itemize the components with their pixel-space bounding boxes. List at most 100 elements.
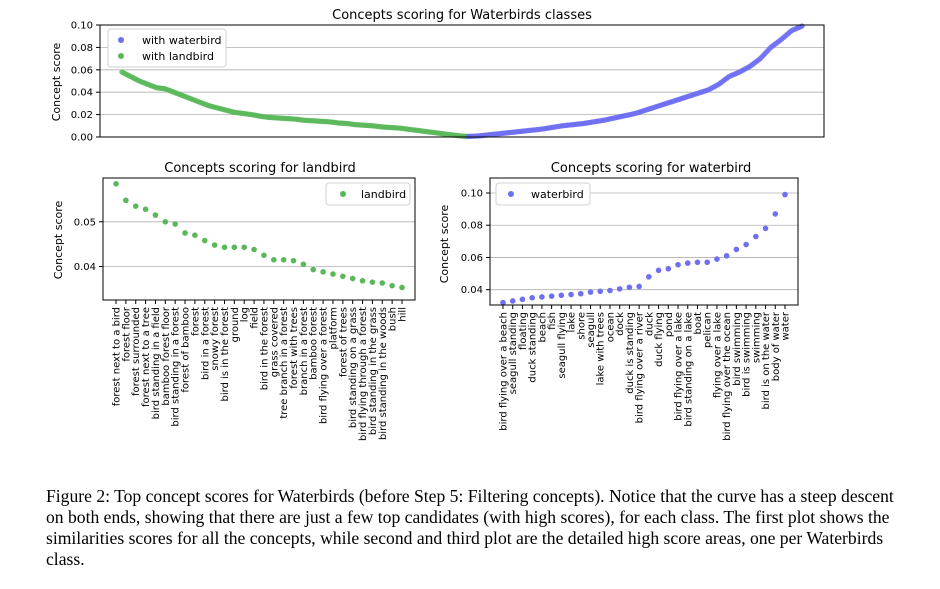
top-legend-waterbird-marker: [118, 37, 124, 43]
waterbird-xtick-label: body of water: [771, 311, 782, 381]
top-ytick-label: 0.00: [71, 133, 93, 144]
landbird-xtick-label: bird flying over a forest: [319, 307, 330, 424]
waterbird-point: [753, 233, 759, 240]
landbird-point: [290, 257, 297, 264]
landbird-xtick-label: field: [250, 307, 261, 329]
waterbird-xtick-label: ocean: [605, 312, 616, 342]
landbird-xtick-label: bird standing in the woods: [378, 307, 389, 440]
top-chart-points: [119, 23, 805, 140]
landbird-point: [369, 279, 376, 285]
waterbird-xtick-label: pond: [664, 312, 675, 337]
top-chart-point: [799, 23, 805, 29]
landbird-point: [172, 221, 178, 227]
landbird-xtick-label: bird standing in a field: [151, 307, 162, 419]
landbird-point: [399, 284, 405, 291]
landbird-xtick-label: bird in the forest: [259, 307, 270, 390]
landbird-legend-box: [325, 182, 411, 206]
landbird-chart-grid: [103, 221, 415, 267]
waterbird-xtick-label: swimming: [751, 312, 762, 363]
landbird-xtick-label: bird in a forest: [200, 307, 211, 380]
landbird-xtick-label: log: [240, 307, 251, 322]
waterbird-chart-ylabel: Concept score: [438, 204, 451, 283]
landbird-point: [270, 256, 277, 263]
waterbird-point: [626, 284, 633, 291]
landbird-point: [349, 275, 356, 282]
landbird-xtick-label: forest surrounded: [131, 307, 142, 396]
top-legend-landbird-marker: [118, 53, 124, 59]
waterbird-legend-marker: [508, 191, 514, 197]
waterbird-xtick-label: seagull standing: [508, 312, 519, 394]
waterbird-xtick-label: shore: [576, 312, 587, 340]
waterbird-xtick-label: floating: [518, 312, 529, 350]
landbird-ytick-label: 0.05: [74, 217, 96, 228]
top-legend-waterbird-label: with waterbird: [142, 34, 222, 47]
top-ytick-label: 0.04: [71, 88, 93, 99]
landbird-point: [379, 280, 386, 286]
landbird-xtick-label: forest of bamboo: [181, 307, 192, 393]
landbird-point: [359, 277, 366, 284]
waterbird-point: [655, 267, 662, 274]
waterbird-xtick-label: lake with trees: [596, 312, 607, 385]
waterbird-point: [636, 283, 642, 290]
waterbird-point: [577, 290, 584, 297]
landbird-xtick-label: forest next to a tree: [141, 307, 152, 407]
landbird-chart-points: [113, 181, 405, 291]
waterbird-point: [558, 292, 565, 299]
landbird-xtick-label: branch in a forest: [299, 307, 310, 395]
landbird-chart: Concepts scoring for landbird Concept sc…: [52, 161, 416, 441]
top-chart-yticks: 0.00 0.02 0.04 0.06 0.08 0.10: [71, 21, 100, 144]
top-ytick-label: 0.06: [71, 65, 93, 76]
landbird-point: [132, 203, 139, 209]
landbird-xtick-label: bird standing in a forest: [171, 307, 182, 427]
waterbird-point: [509, 298, 516, 304]
waterbird-chart-frame: [489, 177, 799, 306]
landbird-xtick-label: bird standing on a grass: [348, 307, 359, 428]
waterbird-ytick-label: 0.04: [461, 285, 483, 296]
landbird-point: [113, 181, 119, 187]
waterbird-xtick-label: duck: [644, 312, 655, 336]
landbird-xtick-label: platform: [328, 307, 339, 350]
figure-caption: Figure 2: Top concept scores for Waterbi…: [46, 486, 894, 569]
waterbird-ytick-label: 0.08: [461, 221, 483, 232]
landbird-point: [142, 206, 149, 213]
waterbird-point: [519, 296, 526, 303]
waterbird-ytick-label: 0.10: [461, 188, 483, 199]
landbird-point: [251, 246, 257, 253]
landbird-legend-label: landbird: [361, 188, 406, 201]
landbird-xtick-label: bird standing in the grass: [368, 307, 379, 435]
waterbird-point: [607, 287, 613, 294]
waterbird-chart-yticks: 0.04 0.06 0.08 0.10: [461, 188, 490, 296]
top-chart-frame: [99, 24, 825, 138]
waterbird-xtick-label: flying over a lake: [712, 312, 723, 398]
waterbird-point: [743, 241, 749, 248]
waterbird-point: [500, 299, 506, 306]
waterbird-xtick-label: lake: [567, 312, 578, 333]
waterbird-xtick-label: seagull flying: [557, 312, 568, 379]
landbird-xtick-label: forest: [190, 307, 201, 336]
landbird-chart-title: Concepts scoring for landbird: [164, 161, 355, 176]
waterbird-point: [646, 273, 652, 280]
waterbird-chart-legend: waterbird: [495, 182, 591, 206]
waterbird-xtick-label: bird flying over a beach: [499, 312, 510, 431]
landbird-point: [389, 282, 395, 289]
waterbird-chart-title: Concepts scoring for waterbird: [551, 161, 751, 176]
waterbird-xtick-label: bird flying over a lake: [674, 312, 685, 421]
waterbird-xtick-label: bird standing on a lake: [683, 312, 694, 427]
top-chart: Concepts scoring for Waterbirds classes …: [50, 8, 825, 144]
waterbird-point: [782, 191, 788, 198]
top-ytick-label: 0.10: [71, 21, 93, 32]
landbird-point: [340, 273, 346, 280]
landbird-point: [123, 197, 129, 204]
waterbird-point: [704, 259, 711, 266]
waterbird-xtick-label: duck standing: [528, 312, 539, 383]
top-legend-landbird-label: with landbird: [142, 50, 214, 63]
waterbird-xtick-label: bird flying over a river: [635, 311, 646, 423]
landbird-xtick-label: bird is in the forest: [220, 307, 231, 402]
waterbird-xtick-label: dock: [615, 312, 626, 336]
top-ytick-label: 0.02: [71, 110, 93, 121]
landbird-legend-marker: [340, 191, 346, 197]
landbird-xtick-label: bird flying through a forest: [358, 307, 369, 441]
waterbird-point: [548, 293, 555, 299]
landbird-point: [241, 244, 248, 251]
landbird-point: [162, 218, 169, 225]
